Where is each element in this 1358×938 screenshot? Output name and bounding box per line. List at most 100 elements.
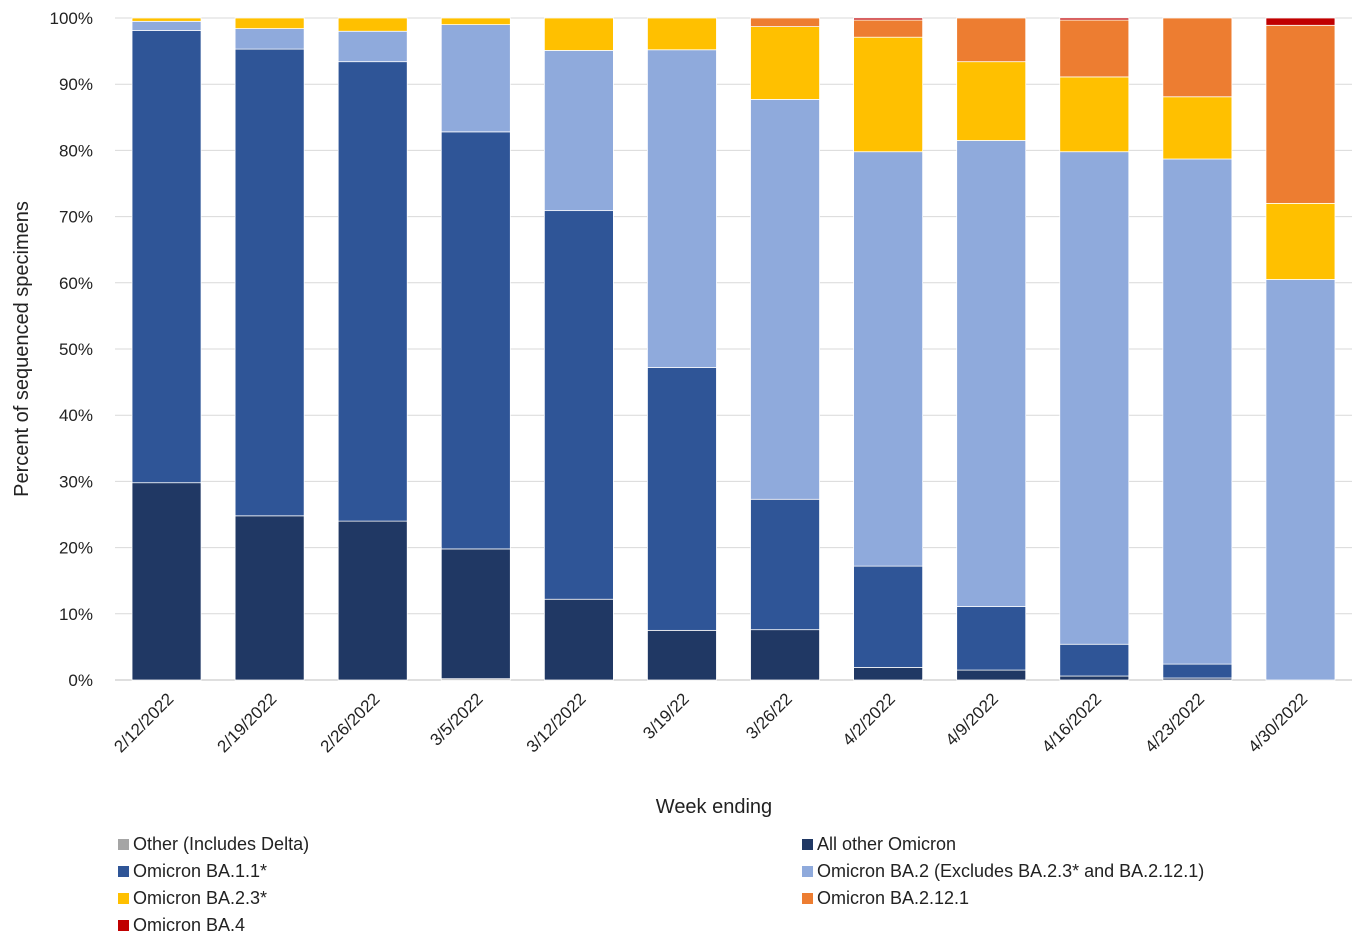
legend-item: Omicron BA.2 (Excludes BA.2.3* and BA.2.…	[802, 861, 1204, 882]
bar-segment	[1059, 19, 1130, 78]
y-tick-label: 80%	[59, 141, 93, 160]
legend-item: Omicron BA.4	[118, 915, 245, 936]
legend-swatch	[118, 866, 129, 877]
legend-label: Omicron BA.2 (Excludes BA.2.3* and BA.2.…	[817, 861, 1205, 881]
bar-segment	[544, 210, 614, 600]
bar-segment	[440, 17, 511, 25]
bar-segment	[1265, 24, 1336, 204]
bar-segment	[1162, 17, 1233, 98]
bar-segment	[131, 482, 202, 681]
bar-segment	[234, 28, 305, 50]
bar-segment	[544, 598, 614, 681]
y-tick-label: 30%	[59, 472, 93, 491]
bar-segment	[440, 131, 511, 550]
x-tick-label: 2/12/2022	[110, 689, 177, 756]
legend-swatch	[802, 893, 813, 904]
bar-segment	[956, 61, 1027, 141]
bar-segment	[544, 50, 614, 212]
y-axis-title: Percent of sequenced specimens	[11, 201, 33, 497]
legend-label: Omicron BA.4	[133, 915, 246, 935]
y-axis-ticks: 0% 10% 20% 30% 40% 50% 60% 70% 80% 90% 100%	[50, 9, 93, 690]
bar-segment	[750, 26, 820, 100]
bar-segment	[337, 520, 408, 681]
bar-segment	[337, 30, 408, 63]
bar-segment	[853, 36, 923, 153]
bar-segment	[337, 17, 408, 32]
legend-swatch	[802, 866, 813, 877]
legend-label: All other Omicron	[817, 834, 957, 854]
bar-segment	[234, 515, 305, 681]
legend-swatch	[118, 920, 129, 931]
legend-item: Omicron BA.2.3*	[118, 888, 267, 909]
bar-segment	[1265, 202, 1336, 280]
bar-segment	[647, 49, 717, 368]
bar-segment	[337, 61, 408, 522]
legend-label: Other (Includes Delta)	[133, 834, 310, 854]
y-tick-label: 100%	[50, 9, 93, 28]
x-tick-label: 4/30/2022	[1244, 689, 1311, 756]
bar-segment	[1265, 17, 1336, 26]
x-tick-label: 4/16/2022	[1038, 689, 1105, 756]
bar-segment	[440, 24, 511, 133]
bar-segment	[131, 30, 202, 484]
bar-segment	[1162, 158, 1233, 665]
bar-segment	[750, 629, 820, 681]
legend-label: Omicron BA.2.3*	[133, 888, 268, 908]
bar-segment	[131, 17, 202, 22]
x-tick-label: 3/26/22	[742, 689, 796, 743]
legend-label: Omicron BA.2.12.1	[817, 888, 970, 908]
y-tick-label: 40%	[59, 406, 93, 425]
y-tick-label: 20%	[59, 539, 93, 558]
legend-item: Omicron BA.2.12.1	[802, 888, 969, 909]
legend-swatch	[802, 839, 813, 850]
stacked-bar-chart: 0% 10% 20% 30% 40% 50% 60% 70% 80% 90% 100% 2/12/2…	[11, 9, 1352, 818]
legend-item: All other Omicron	[802, 834, 956, 855]
bar-segment	[647, 367, 717, 631]
legend-label: Omicron BA.1.1*	[133, 861, 268, 881]
legend-swatch	[118, 893, 129, 904]
bar-segment	[544, 17, 614, 51]
y-tick-label: 10%	[59, 605, 93, 624]
y-tick-label: 50%	[59, 340, 93, 359]
bar-segment	[1059, 151, 1130, 645]
bar-segment	[234, 17, 305, 29]
bar-segment	[853, 17, 923, 21]
gridlines	[115, 17, 1352, 681]
x-tick-label: 4/2/2022	[839, 689, 899, 749]
x-tick-label: 3/19/22	[639, 689, 693, 743]
bar-segment	[440, 548, 511, 680]
bar-segment	[750, 99, 820, 500]
legend-item: Omicron BA.1.1*	[118, 861, 267, 882]
bar-segment	[956, 17, 1027, 63]
bars	[131, 17, 1336, 681]
y-tick-label: 90%	[59, 75, 93, 94]
bar-segment	[853, 151, 923, 567]
bar-segment	[956, 669, 1027, 681]
bar-segment	[1059, 675, 1130, 681]
x-tick-label: 2/26/2022	[317, 689, 384, 756]
bar-segment	[956, 606, 1027, 671]
bar-segment	[131, 20, 202, 31]
bar-segment	[647, 17, 717, 51]
y-tick-label: 0%	[68, 671, 93, 690]
y-tick-label: 60%	[59, 274, 93, 293]
bar-segment	[853, 565, 923, 668]
y-tick-label: 70%	[59, 208, 93, 227]
bar-segment	[1059, 17, 1130, 21]
bar-segment	[234, 48, 305, 517]
bar-segment	[1265, 279, 1336, 681]
x-axis-ticks: 2/12/2022 2/19/2022 2/26/2022 3/5/2022 3/12/…	[110, 689, 1311, 756]
x-axis-title: Week ending	[656, 796, 772, 818]
legend-item: Other (Includes Delta)	[118, 834, 309, 855]
x-tick-label: 3/12/2022	[523, 689, 590, 756]
bar-segment	[1059, 76, 1130, 153]
x-tick-label: 4/23/2022	[1141, 689, 1208, 756]
bar-segment	[1162, 663, 1233, 679]
bar-segment	[750, 498, 820, 631]
x-tick-label: 3/5/2022	[426, 689, 486, 749]
x-tick-label: 2/19/2022	[214, 689, 281, 756]
x-tick-label: 4/9/2022	[942, 689, 1002, 749]
bar-segment	[956, 140, 1027, 607]
bar-segment	[750, 17, 820, 27]
bar-segment	[853, 19, 923, 38]
